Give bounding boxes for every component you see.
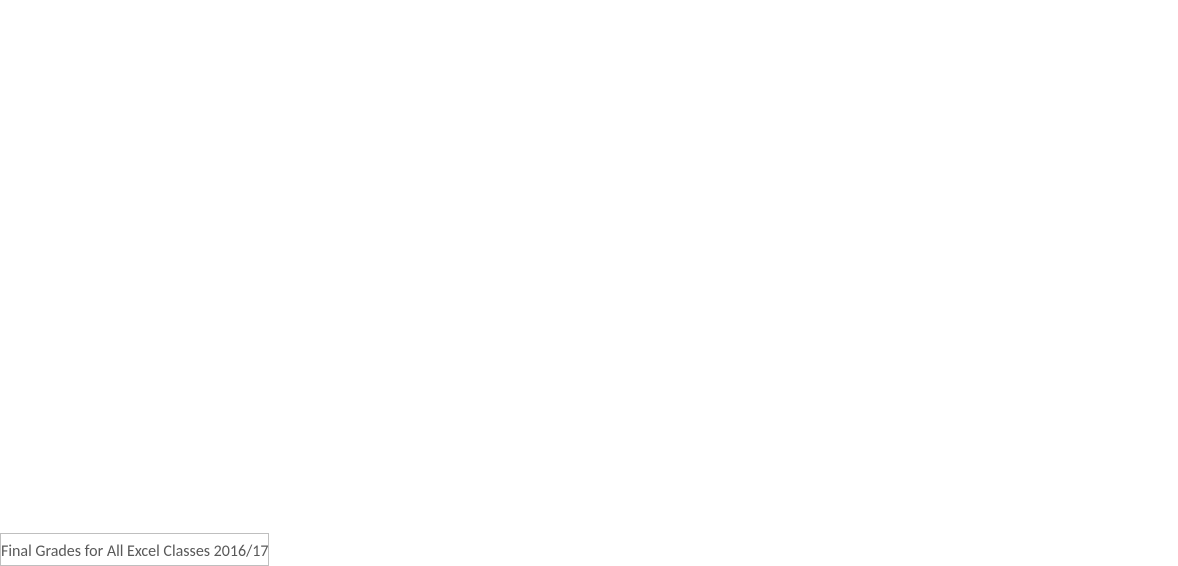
chart-title: Final Grades for All Excel Classes 2016/… (1, 534, 268, 565)
spreadsheet-grid[interactable] (0, 0, 1178, 533)
bar-chart[interactable]: Final Grades for All Excel Classes 2016/… (0, 533, 269, 566)
